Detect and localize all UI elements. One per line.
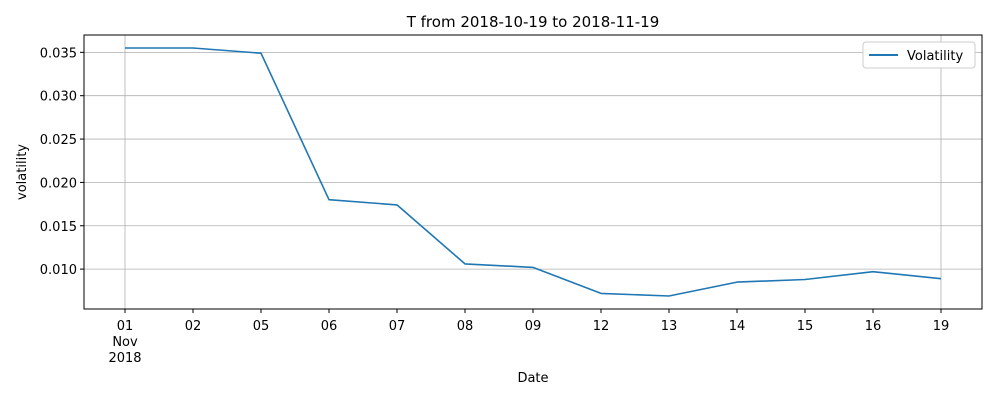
legend: Volatility [862,41,976,69]
y-tick-label: 0.010 [40,263,77,278]
grid [84,35,982,309]
x-tick-label: 06 [321,319,338,334]
y-tick-label: 0.020 [40,176,77,191]
x-tick-label: 14 [729,319,746,334]
y-tick-label: 0.015 [40,220,77,235]
x-tick-label: 07 [389,319,406,334]
y-axis-ticks: 0.010 0.015 0.020 0.025 0.030 0.035 [40,46,84,278]
x-tick-label: 16 [865,319,882,334]
x-tick-label: 01 [117,319,134,334]
series-layer [124,47,942,297]
x-tick-sublabel: Nov [112,335,138,350]
x-tick-label: 13 [661,319,678,334]
x-tick-label: 09 [525,319,542,334]
y-axis-title: volatility [15,144,30,200]
y-tick-label: 0.030 [40,90,77,105]
x-tick-label: 15 [797,319,814,334]
y-tick-label: 0.025 [40,133,77,148]
legend-label: Volatility [907,49,963,64]
y-tick-label: 0.035 [40,46,77,61]
x-tick-sublabel: 2018 [108,351,141,366]
x-tick-label: 05 [253,319,270,334]
legend-box [862,41,976,69]
chart-title: T from 2018-10-19 to 2018-11-19 [406,13,660,31]
x-tick-label: 12 [593,319,610,334]
x-tick-label: 19 [933,319,950,334]
x-tick-label: 08 [457,319,474,334]
x-tick-label: 02 [185,319,202,334]
x-axis-title: Date [517,371,548,386]
